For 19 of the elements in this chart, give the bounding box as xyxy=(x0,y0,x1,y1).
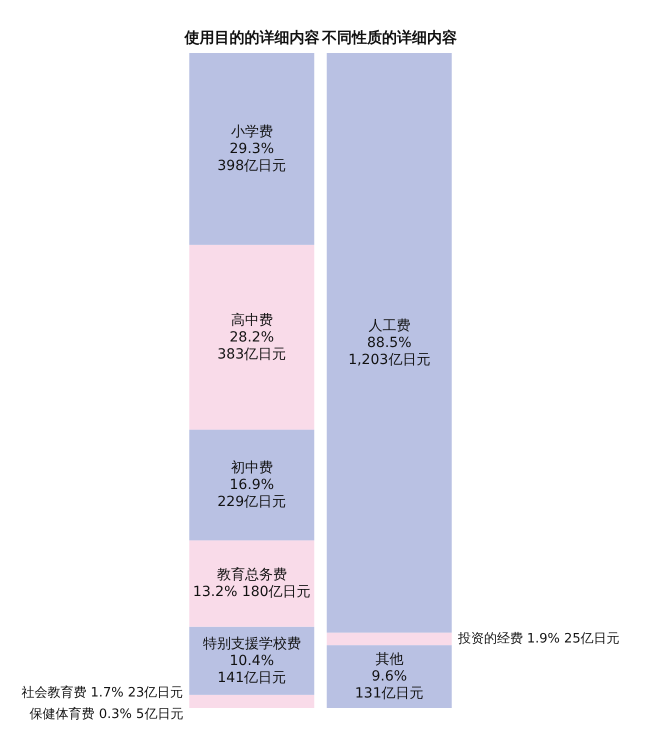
series-label: 高中费 xyxy=(230,312,273,328)
data-label: 10.4% 141亿日元 xyxy=(217,652,286,686)
series-label: 教育总务费 xyxy=(216,566,287,584)
x-tick-label: 不同性质的详细内容 xyxy=(320,28,457,46)
text: 投资的经费 1.9% 25亿日元 xyxy=(458,631,620,646)
data-label: 16.9% 229亿日元 xyxy=(217,476,286,510)
x-tick-label: 使用目的的详细内容 xyxy=(183,28,320,46)
data-label: 29.3% 398亿日元 xyxy=(217,140,286,174)
series-label: 特别支援学校费 xyxy=(202,636,301,652)
data-label: 9.6% 131亿日元 xyxy=(354,668,424,702)
data-label: 28.2% 383亿日元 xyxy=(217,329,286,362)
series-label: 人工费 xyxy=(368,318,410,334)
series-label: 小学费 xyxy=(230,124,273,140)
text: 保健体育费 0.3% 5亿日元 xyxy=(30,707,184,722)
series-label: 初中费 xyxy=(230,460,273,476)
data-label: 88.5% 1,203亿日元 xyxy=(348,334,430,368)
text: 社会教育费 1.7% 23亿日元 xyxy=(21,685,184,700)
series-label: 其他 xyxy=(375,652,404,668)
data-label: 13.2% 180亿日元 xyxy=(192,584,311,600)
